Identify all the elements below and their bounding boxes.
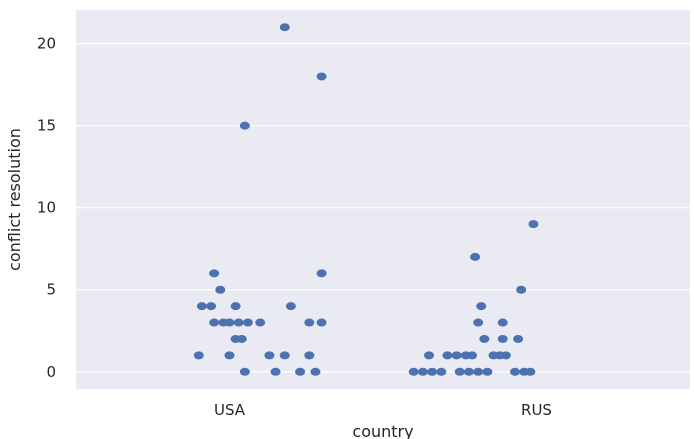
data-point [279,351,290,360]
data-point [215,285,226,294]
x-axis-label: country [352,422,413,439]
data-point [482,367,493,376]
data-point [424,351,435,360]
y-axis-label: conflict resolution [5,128,24,271]
plot-area [76,10,690,389]
data-point [239,121,250,130]
data-point [193,351,204,360]
data-point [209,318,220,327]
x-tick-label: USA [214,401,246,419]
data-point [295,367,306,376]
data-point [451,351,462,360]
data-point [436,367,447,376]
data-point [224,351,235,360]
data-point [470,252,481,261]
grid-lines [76,43,690,373]
data-point [230,302,241,311]
data-point [463,367,474,376]
data-point [224,318,235,327]
data-point [476,302,487,311]
data-point [427,367,438,376]
data-point [442,351,453,360]
data-point [236,334,247,343]
data-point [285,302,296,311]
data-point [510,367,521,376]
y-tick-label: 15 [37,117,56,135]
data-point [264,351,275,360]
y-tick-label: 20 [37,35,56,53]
data-point [408,367,419,376]
data-point [279,23,290,32]
data-point [417,367,428,376]
data-point [209,269,220,278]
data-point [304,351,315,360]
data-point [206,302,217,311]
data-point [242,318,253,327]
data-point [497,318,508,327]
y-axis-ticks: 0 5 10 15 20 [37,35,56,381]
x-tick-label: RUS [521,401,552,419]
y-tick-label: 5 [46,281,56,299]
data-point [196,302,207,311]
x-axis-ticks: USA RUS [214,401,552,419]
data-point [304,318,315,327]
data-point [233,318,244,327]
data-point [316,269,327,278]
data-point [497,334,508,343]
data-point [516,285,527,294]
data-point [270,367,281,376]
data-point [528,220,539,229]
data-point [473,367,484,376]
y-tick-label: 0 [46,363,56,381]
data-point [473,318,484,327]
data-point [467,351,478,360]
data-point [454,367,465,376]
data-point [316,72,327,81]
data-point [255,318,266,327]
data-point [525,367,536,376]
data-points [193,23,539,376]
data-point [310,367,321,376]
data-point [239,367,250,376]
data-point [479,334,490,343]
y-tick-label: 10 [37,199,56,217]
data-point [500,351,511,360]
data-point [513,334,524,343]
data-point [316,318,327,327]
